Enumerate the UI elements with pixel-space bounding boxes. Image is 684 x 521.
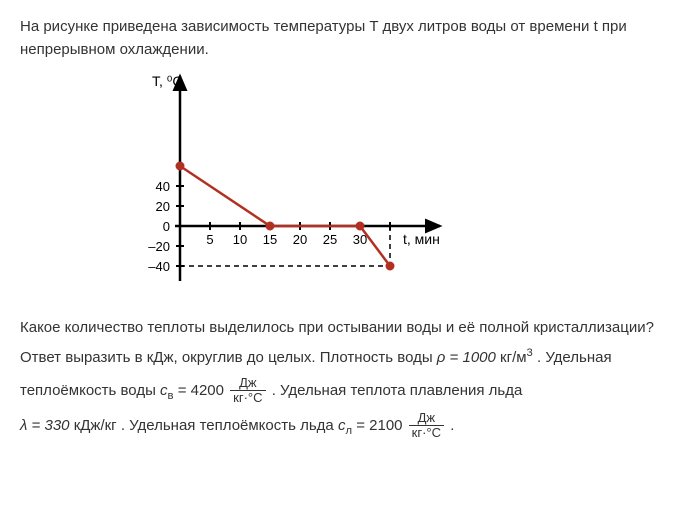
svg-text:15: 15	[263, 232, 277, 247]
svg-text:–20: –20	[148, 239, 170, 254]
temperature-chart: T, ⁰Ct, мин5101520253040200–20–40	[120, 71, 664, 309]
svg-text:–40: –40	[148, 259, 170, 274]
lambda-value: λ = 330	[20, 417, 70, 434]
svg-text:t, мин: t, мин	[403, 231, 440, 247]
svg-text:10: 10	[233, 232, 247, 247]
problem-intro: На рисунке приведена зависимость темпера…	[20, 16, 664, 61]
svg-text:0: 0	[163, 219, 170, 234]
question-line2: Ответ выразить в кДж, округлив до целых.…	[20, 345, 664, 370]
question-block: Какое количество теплоты выделилось при …	[20, 317, 664, 441]
svg-text:5: 5	[206, 232, 213, 247]
intro-line2: непрерывном охлаждении.	[20, 41, 209, 58]
svg-text:40: 40	[156, 179, 170, 194]
svg-text:20: 20	[156, 199, 170, 214]
chart-svg: T, ⁰Ct, мин5101520253040200–20–40	[120, 71, 470, 301]
intro-line1: На рисунке приведена зависимость темпера…	[20, 18, 627, 35]
c-water-unit: Дж кг·°C	[230, 376, 265, 406]
rho-value: ρ = 1000	[437, 349, 496, 366]
question-line4: λ = 330 кДж/кг . Удельная теплоёмкость л…	[20, 411, 664, 441]
c-water-symbol: c	[160, 381, 168, 398]
svg-text:20: 20	[293, 232, 307, 247]
c-ice-unit: Дж кг·°C	[409, 411, 444, 441]
question-line1: Какое количество теплоты выделилось при …	[20, 317, 664, 340]
svg-text:25: 25	[323, 232, 337, 247]
svg-text:T, ⁰C: T, ⁰C	[152, 73, 183, 89]
question-line3: теплоёмкость воды cв = 4200 Дж кг·°C . У…	[20, 376, 664, 406]
